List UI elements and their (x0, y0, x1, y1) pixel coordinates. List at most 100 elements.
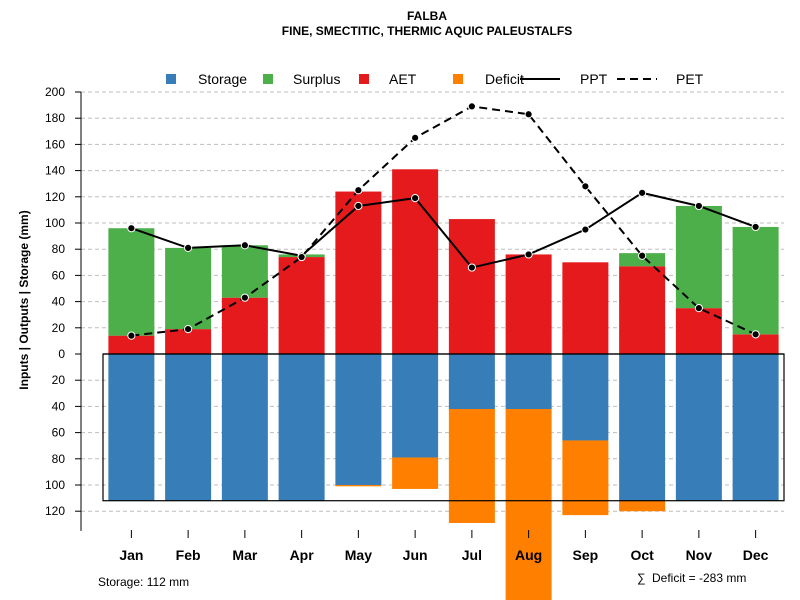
bar-surplus-feb (165, 247, 212, 330)
y-tick-label--80: 80 (52, 452, 66, 466)
point-ppt-jun (411, 194, 420, 203)
bar-surplus-mar (221, 245, 268, 298)
x-tick-label-jul: Jul (462, 547, 482, 563)
bar-deficit-may (335, 485, 382, 487)
point-ppt-may (354, 201, 363, 211)
axes: 1201008060402002040608010012014016018020… (45, 85, 769, 563)
legend-swatch-storage (166, 74, 176, 84)
chart-subtitle: FINE, SMECTITIC, THERMIC AQUIC PALEUSTAL… (282, 24, 572, 38)
bar-storage-jun (392, 354, 439, 458)
y-tick-label-180: 180 (45, 111, 65, 125)
legend-swatch-deficit (453, 74, 463, 84)
y-tick-label-0: 0 (58, 347, 65, 361)
bar-storage-jan (108, 354, 155, 501)
point-ppt-sep (581, 225, 590, 234)
y-tick-label--120: 120 (45, 504, 65, 518)
bar-aet-apr (278, 257, 325, 354)
point-ppt-dec (751, 222, 760, 232)
point-ppt-nov (694, 201, 703, 211)
bar-storage-oct (619, 354, 666, 501)
bar-deficit-aug (505, 409, 552, 600)
point-ppt-aug (524, 250, 533, 259)
bar-aet-mar (221, 297, 268, 354)
y-tick-label--20: 20 (52, 373, 66, 387)
point-pet-jun (411, 133, 420, 142)
point-ppt-mar (240, 241, 249, 250)
y-tick-label--40: 40 (52, 399, 66, 413)
bar-storage-may (335, 354, 382, 485)
bar-storage-sep (562, 354, 609, 441)
bar-storage-feb (165, 354, 212, 501)
x-tick-label-nov: Nov (686, 547, 713, 563)
bar-aet-jul (448, 219, 495, 354)
x-tick-label-may: May (345, 547, 372, 563)
deficit-sum-symbol: ∑ (637, 571, 646, 585)
legend-label-ppt: PPT (580, 71, 608, 87)
x-tick-label-dec: Dec (743, 547, 769, 563)
legend-label-pet: PET (676, 71, 704, 87)
deficit-footer: Deficit = -283 mm (652, 571, 746, 585)
bar-surplus-jan (108, 228, 155, 336)
x-tick-label-aug: Aug (515, 547, 542, 563)
bar-aet-feb (165, 329, 212, 354)
y-tick-label-20: 20 (52, 321, 66, 335)
point-pet-nov (694, 304, 703, 313)
legend-label-surplus: Surplus (293, 71, 340, 87)
bar-aet-jan (108, 335, 155, 354)
y-tick-label--100: 100 (45, 478, 65, 492)
point-pet-feb (184, 325, 193, 334)
bar-aet-sep (562, 262, 609, 354)
bar-storage-mar (221, 354, 268, 501)
bars (102, 169, 785, 600)
bar-deficit-sep (562, 440, 609, 516)
bar-deficit-jun (392, 457, 439, 489)
y-axis-label: Inputs | Outputs | Storage (mm) (17, 210, 31, 389)
point-ppt-oct (638, 188, 647, 197)
legend-label-deficit: Deficit (485, 71, 524, 87)
y-tick-label-200: 200 (45, 85, 65, 99)
bar-surplus-nov (675, 205, 722, 309)
chart-title: FALBA (407, 9, 447, 23)
bar-storage-dec (732, 354, 779, 501)
point-pet-sep (581, 182, 590, 191)
storage-capacity-outline (102, 353, 785, 502)
bar-deficit-oct (619, 500, 666, 512)
y-tick-label-140: 140 (45, 164, 65, 178)
point-pet-oct (638, 251, 647, 260)
point-pet-jan (127, 331, 136, 340)
point-pet-aug (524, 110, 533, 119)
point-pet-jul (467, 102, 476, 111)
bar-aet-dec (732, 334, 779, 354)
point-pet-dec (751, 330, 760, 339)
line-ppt (131, 191, 756, 269)
x-tick-label-mar: Mar (232, 547, 257, 563)
bar-aet-may (335, 191, 382, 354)
point-pet-apr (297, 252, 306, 262)
bar-surplus-dec (732, 226, 779, 335)
x-tick-label-oct: Oct (630, 547, 654, 563)
legend-swatch-surplus (263, 74, 273, 84)
bar-storage-aug (505, 354, 552, 410)
y-tick-label-60: 60 (52, 268, 66, 282)
legend: Storage Surplus AET Deficit PPT PET (166, 71, 704, 87)
x-tick-label-sep: Sep (573, 547, 599, 563)
x-tick-label-apr: Apr (290, 547, 315, 563)
line-pet (131, 105, 757, 337)
lines (127, 102, 760, 340)
bar-aet-aug (505, 254, 552, 354)
y-tick-label-80: 80 (52, 242, 66, 256)
bar-storage-apr (278, 354, 325, 501)
legend-swatch-aet (359, 74, 369, 84)
bar-storage-jul (448, 354, 495, 410)
point-pet-may (354, 186, 363, 195)
point-ppt-jul (467, 263, 476, 272)
legend-label-aet: AET (389, 71, 417, 87)
y-tick-label-40: 40 (52, 295, 66, 309)
bar-deficit-jul (448, 409, 495, 523)
point-ppt-jan (127, 224, 136, 233)
legend-label-storage: Storage (198, 71, 247, 87)
bar-aet-oct (619, 266, 666, 354)
y-tick-label-160: 160 (45, 137, 65, 151)
point-pet-mar (240, 293, 249, 302)
storage-footer: Storage: 112 mm (98, 575, 189, 589)
